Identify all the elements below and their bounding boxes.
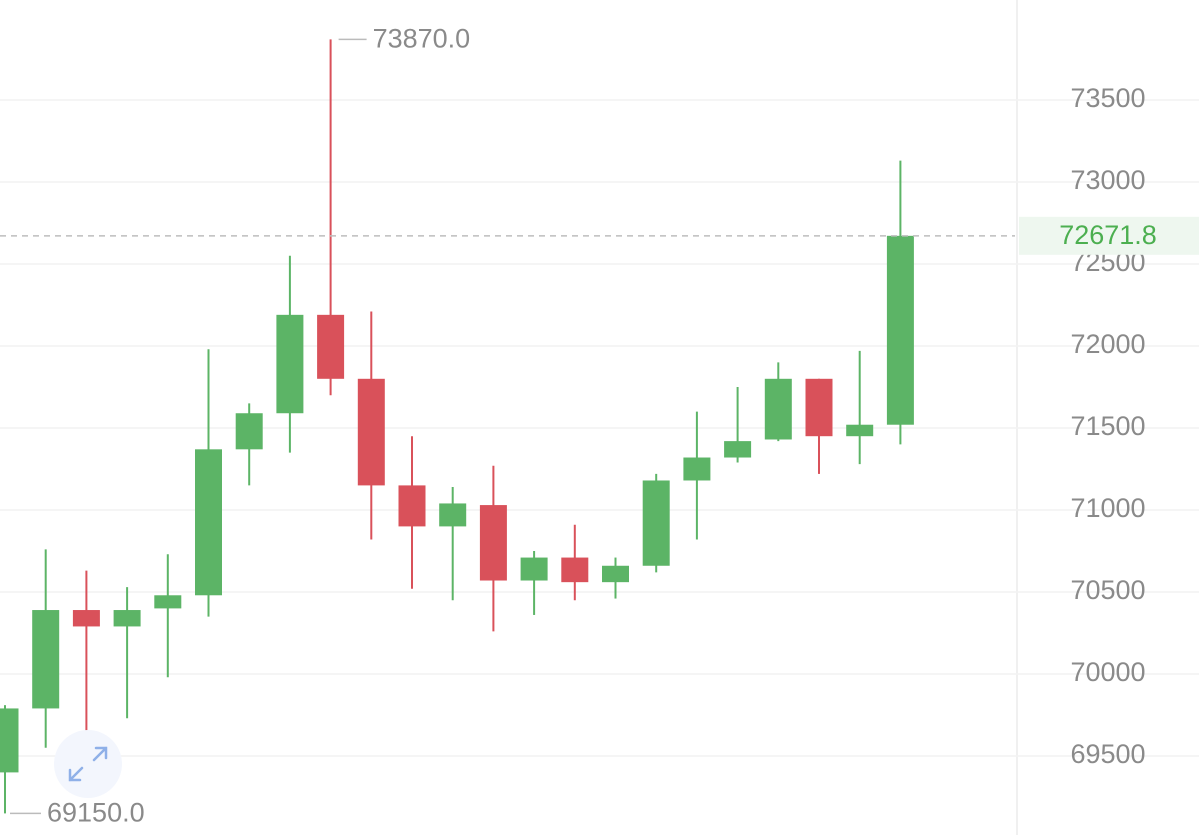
candle-body: [398, 485, 426, 527]
zoom-icon: [68, 746, 108, 782]
candle-body: [886, 235, 914, 425]
candle-body: [683, 457, 711, 481]
candle-body: [602, 565, 629, 583]
y-tick-label: 69500: [1070, 739, 1145, 769]
candle-body: [113, 610, 141, 627]
candle-body: [764, 378, 792, 440]
axis-panel: [1017, 0, 1199, 835]
y-tick-label: 71500: [1070, 411, 1145, 441]
candle-body: [154, 595, 182, 609]
candle-body: [642, 480, 670, 566]
candle-body: [317, 314, 345, 379]
candle-body: [72, 610, 100, 627]
candle-body: [276, 314, 304, 414]
candle-body: [235, 413, 263, 450]
candle-body: [561, 557, 589, 583]
last-price-label: 72671.8: [1059, 220, 1157, 250]
y-tick-label: 73500: [1070, 83, 1145, 113]
low-marker-label: 69150.0: [47, 798, 145, 828]
candle-body: [724, 441, 752, 458]
y-tick-label: 73000: [1070, 165, 1145, 195]
candle-body: [520, 557, 548, 581]
candle-body: [439, 503, 467, 527]
candle-body: [805, 378, 833, 437]
candle-body: [0, 708, 19, 773]
candle-body: [357, 378, 385, 486]
candle-body: [195, 449, 222, 596]
high-marker-label: 73870.0: [373, 23, 471, 53]
candle-body: [846, 424, 874, 437]
y-tick-label: 71000: [1070, 493, 1145, 523]
y-tick-label: 70500: [1070, 575, 1145, 605]
last-price-box: [1019, 216, 1199, 255]
candle-body: [32, 610, 60, 709]
zoom-button[interactable]: [54, 730, 122, 798]
candle-body: [479, 505, 507, 581]
y-tick-label: 70000: [1070, 657, 1145, 687]
y-tick-label: 72000: [1070, 329, 1145, 359]
zoom-button-bg: [54, 730, 122, 798]
